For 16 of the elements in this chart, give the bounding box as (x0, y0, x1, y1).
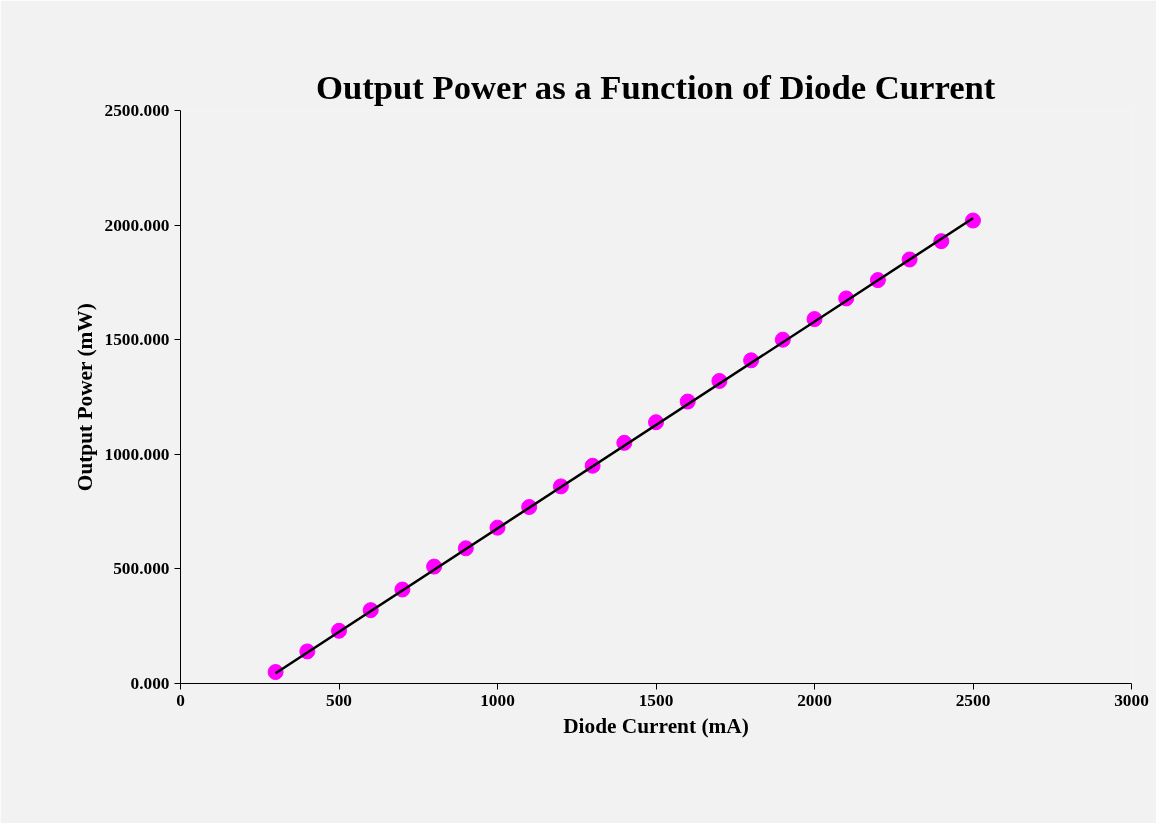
x-tick-label: 1500 (638, 690, 674, 710)
x-axis-title: Diode Current (mA) (563, 713, 749, 738)
y-tick-label: 0.000 (130, 674, 170, 693)
y-tick-label: 1000.000 (104, 444, 170, 464)
y-tick-label: 500.000 (113, 559, 170, 579)
x-tick-label: 2500 (955, 690, 991, 710)
x-tick-label: 3000 (1114, 690, 1149, 710)
y-tick-label: 2000.000 (104, 215, 170, 235)
x-tick-label: 2000 (797, 690, 832, 710)
y-tick-label: 1500.000 (104, 330, 170, 350)
chart-title: Output Power as a Function of Diode Current (316, 67, 996, 106)
y-axis-title: Output Power (mW) (72, 303, 97, 492)
x-tick-label: 500 (326, 690, 352, 710)
x-tick-label: 1000 (480, 690, 515, 710)
y-tick-label: 2500.000 (104, 101, 170, 120)
x-tick-label: 0 (176, 690, 185, 710)
